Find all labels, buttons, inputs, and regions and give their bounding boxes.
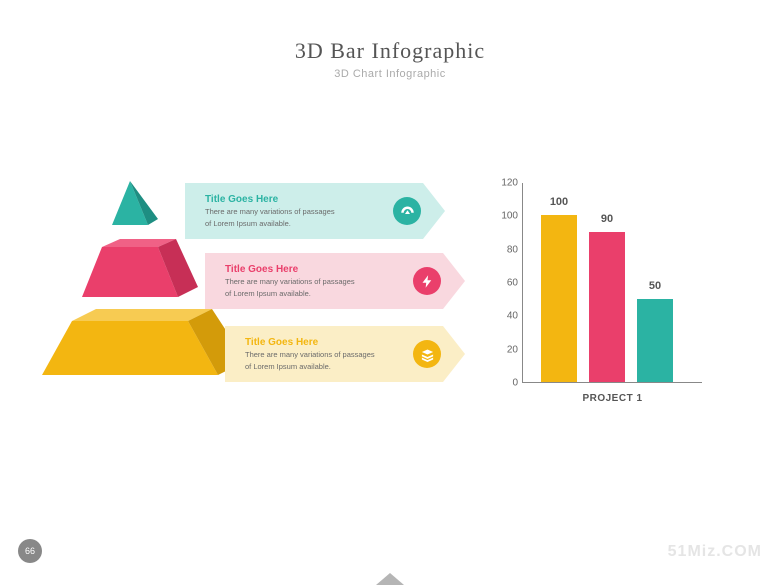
info-banner: Title Goes Here There are many variations… xyxy=(205,253,465,309)
stack-icon xyxy=(413,340,441,368)
info-banner-body: Title Goes Here There are many variations… xyxy=(185,183,423,239)
bar-chart-panel: 020406080100120 1009050 PROJECT 1 xyxy=(488,183,718,433)
pyramid-bot-top xyxy=(72,309,212,321)
banner-desc-line: There are many variations of passages xyxy=(205,207,387,216)
chart-bar xyxy=(637,299,673,382)
page-number: 66 xyxy=(25,546,35,556)
header: 3D Bar Infographic 3D Chart Infographic xyxy=(0,0,780,80)
bolt-icon xyxy=(413,267,441,295)
banner-title: Title Goes Here xyxy=(205,194,387,205)
page-title: 3D Bar Infographic xyxy=(0,38,780,64)
chart-bar-value-label: 100 xyxy=(541,196,577,208)
chart-ytick-label: 100 xyxy=(488,211,518,222)
banner-title: Title Goes Here xyxy=(225,264,407,275)
chart-ytick-label: 0 xyxy=(488,378,518,389)
banner-desc-line: There are many variations of passages xyxy=(245,350,407,359)
info-banner: Title Goes Here There are many variations… xyxy=(185,183,445,239)
chart-bar xyxy=(589,232,625,382)
page-subtitle: 3D Chart Infographic xyxy=(0,68,780,80)
info-banner-body: Title Goes Here There are many variations… xyxy=(205,253,443,309)
chart-ytick-label: 60 xyxy=(488,278,518,289)
chart-ytick-label: 40 xyxy=(488,311,518,322)
banner-arrow-icon xyxy=(443,326,465,382)
banner-title: Title Goes Here xyxy=(245,337,407,348)
info-banner-body: Title Goes Here There are many variations… xyxy=(225,326,443,382)
pyramid-panel: Title Goes Here There are many variations… xyxy=(30,183,460,463)
chart-ytick-label: 20 xyxy=(488,344,518,355)
chart-xlabel: PROJECT 1 xyxy=(523,393,702,404)
chart-bar xyxy=(541,215,577,382)
content-area: Title Goes Here There are many variations… xyxy=(30,183,750,463)
chart-ytick-label: 80 xyxy=(488,244,518,255)
chart-bar-value-label: 50 xyxy=(637,280,673,292)
banner-desc-line: of Lorem Ipsum available. xyxy=(205,219,387,228)
banner-arrow-icon xyxy=(443,253,465,309)
footer-triangle-icon xyxy=(376,573,404,585)
page-number-badge: 66 xyxy=(18,539,42,563)
chart-plot-area: 1009050 PROJECT 1 xyxy=(522,183,702,383)
banner-desc-line: There are many variations of passages xyxy=(225,277,407,286)
chart-ytick-label: 120 xyxy=(488,178,518,189)
banner-desc-line: of Lorem Ipsum available. xyxy=(225,289,407,298)
gauge-icon xyxy=(393,197,421,225)
info-banner: Title Goes Here There are many variations… xyxy=(225,326,465,382)
chart-bar-value-label: 90 xyxy=(589,213,625,225)
banner-desc-line: of Lorem Ipsum available. xyxy=(245,362,407,371)
watermark: 51Miz.COM xyxy=(668,543,762,561)
pyramid-bot-front xyxy=(42,321,218,375)
banner-arrow-icon xyxy=(423,183,445,239)
